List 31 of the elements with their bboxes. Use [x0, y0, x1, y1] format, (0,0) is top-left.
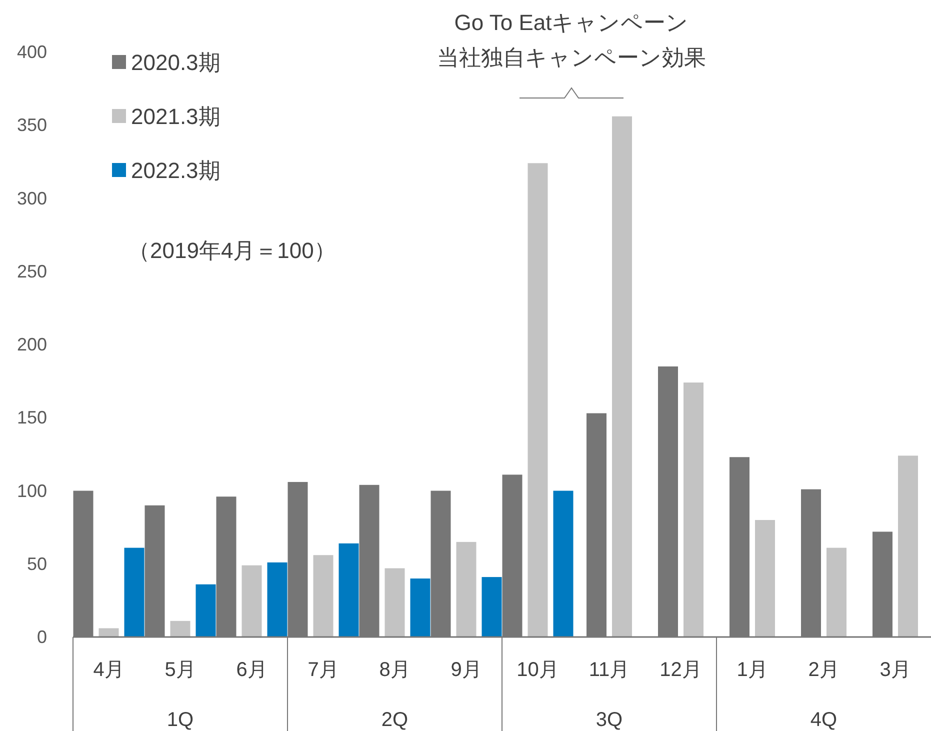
y-tick-label: 250	[16, 261, 47, 282]
y-tick-label: 200	[16, 334, 47, 354]
x-tick-label: 2月	[808, 659, 840, 681]
y-tick-label: 400	[16, 42, 47, 62]
x-tick-label: 8月	[379, 659, 410, 681]
x-tick-label: 5月	[164, 659, 196, 681]
x-tick-label: 11月	[588, 659, 630, 681]
y-tick-label: 50	[26, 554, 47, 574]
y-tick-label: 350	[16, 115, 47, 136]
text: （2019年4月＝100）	[128, 238, 336, 263]
text: 3Q	[596, 709, 623, 731]
x-tick-label: 7月	[308, 659, 339, 681]
y-tick-label: 0	[36, 627, 47, 647]
x-tick-label: 10月	[516, 659, 559, 681]
y-tick-label: 100	[16, 480, 47, 501]
x-tick-label: 6月	[236, 659, 268, 681]
legend-label: 2020.3期	[131, 50, 220, 75]
x-tick-label: 12月	[660, 659, 702, 681]
x-tick-label: 1月	[736, 659, 768, 681]
x-tick-label: 9月	[450, 659, 482, 681]
text: 1Q	[166, 709, 194, 731]
text: 2Q	[381, 709, 408, 731]
annotation: 当社独自キャンペーン効果	[437, 45, 706, 70]
legend-label: 2021.3期	[131, 104, 220, 129]
x-tick-label: 4月	[93, 659, 124, 681]
y-tick-label: 150	[16, 408, 47, 428]
text: Go To Eatキャンペーン	[454, 10, 689, 35]
y-tick-label: 300	[16, 188, 47, 208]
text: 4Q	[810, 709, 838, 731]
x-tick-label: 3月	[880, 659, 911, 681]
legend-label: 2022.3期	[131, 158, 220, 183]
